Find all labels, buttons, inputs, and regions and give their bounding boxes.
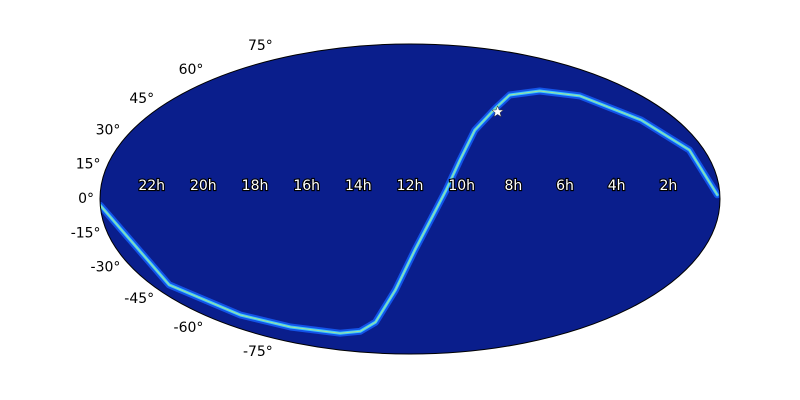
ra-label: 12h	[397, 178, 424, 194]
probability-band	[100, 87, 720, 337]
ra-label: 16h	[293, 178, 320, 194]
dec-label: -60°	[174, 320, 204, 336]
dec-label: -30°	[91, 259, 121, 275]
sky-background	[100, 44, 720, 354]
ra-label: 18h	[242, 178, 269, 194]
ra-label: 14h	[345, 178, 372, 194]
ra-label: 20h	[190, 178, 217, 194]
sky-border	[99, 43, 721, 355]
dec-label: 30°	[96, 123, 121, 139]
ra-label: 22h	[138, 178, 165, 194]
dec-label: -15°	[71, 226, 101, 242]
ra-label: 4h	[608, 178, 626, 194]
dec-label: 15°	[76, 156, 101, 172]
ra-label: 8h	[504, 178, 522, 194]
dec-label: 45°	[129, 91, 154, 107]
band-core	[100, 90, 718, 334]
dec-label: 60°	[179, 62, 204, 78]
dec-label: -75°	[243, 344, 273, 360]
ra-label: 10h	[448, 178, 475, 194]
ra-label: 2h	[659, 178, 677, 194]
dec-label: 75°	[248, 38, 273, 54]
dec-label: 0°	[78, 191, 94, 207]
ra-label: 6h	[556, 178, 574, 194]
dec-label: -45°	[124, 291, 154, 307]
source-star	[491, 105, 504, 118]
